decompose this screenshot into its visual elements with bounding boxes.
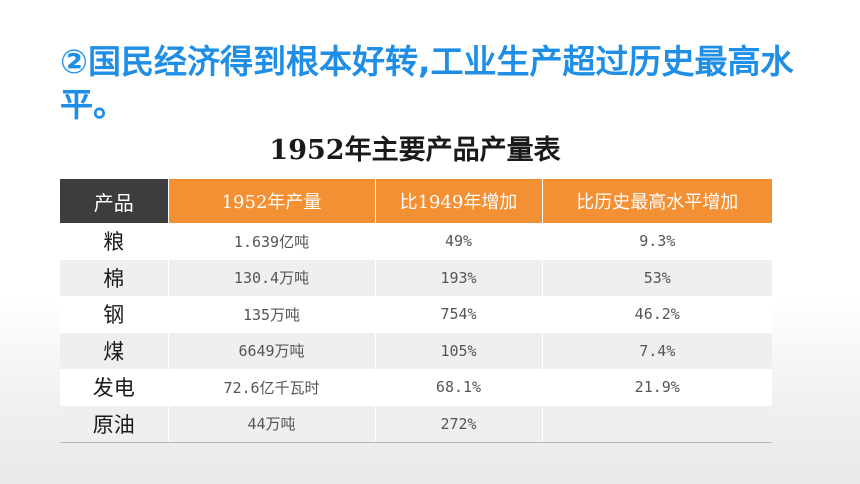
increase-vs-record: 21.9%: [542, 369, 772, 406]
column-header-increase-vs-record: 比历史最高水平增加: [542, 179, 772, 223]
increase-vs-record: 53%: [542, 259, 772, 296]
column-header-product: 产品: [60, 179, 169, 223]
table-row: 煤 6649万吨 105% 7.4%: [60, 332, 772, 369]
table-row: 棉 130.4万吨 193% 53%: [60, 259, 772, 296]
output-1952: 72.6亿千瓦时: [168, 369, 376, 406]
increase-vs-record: 46.2%: [542, 296, 772, 333]
table-header-row: 产品 1952年产量 比1949年增加 比历史最高水平增加: [60, 179, 772, 223]
increase-vs-record: 9.3%: [542, 223, 772, 260]
increase-vs-1949: 68.1%: [375, 369, 543, 406]
output-1952: 6649万吨: [168, 332, 376, 369]
output-1952: 130.4万吨: [168, 259, 376, 296]
product-name: 煤: [60, 332, 169, 369]
table-row: 原油 44万吨 272%: [60, 405, 772, 443]
increase-vs-record: 7.4%: [542, 332, 772, 369]
increase-vs-1949: 105%: [375, 332, 543, 369]
production-table: 产品 1952年产量 比1949年增加 比历史最高水平增加 粮 1.639亿吨 …: [60, 179, 772, 443]
product-name: 棉: [60, 259, 169, 296]
table-row: 粮 1.639亿吨 49% 9.3%: [60, 223, 772, 260]
table-title: 1952年主要产品产量表: [269, 135, 561, 166]
product-name: 原油: [60, 405, 169, 443]
increase-vs-1949: 754%: [375, 296, 543, 333]
output-1952: 44万吨: [168, 405, 376, 443]
table-row: 发电 72.6亿千瓦时 68.1% 21.9%: [60, 369, 772, 406]
output-1952: 1.639亿吨: [168, 223, 376, 260]
column-header-increase-vs-1949: 比1949年增加: [375, 179, 543, 223]
product-name: 发电: [60, 369, 169, 406]
product-name: 钢: [60, 296, 169, 333]
increase-vs-1949: 193%: [375, 259, 543, 296]
increase-vs-1949: 272%: [375, 405, 543, 443]
product-name: 粮: [60, 223, 169, 260]
column-header-output-1952: 1952年产量: [168, 179, 376, 223]
table-row: 钢 135万吨 754% 46.2%: [60, 296, 772, 333]
increase-vs-1949: 49%: [375, 223, 543, 260]
slide-heading: ②国民经济得到根本好转,工业生产超过历史最高水平。: [60, 42, 794, 124]
output-1952: 135万吨: [168, 296, 376, 333]
increase-vs-record: [542, 405, 772, 443]
